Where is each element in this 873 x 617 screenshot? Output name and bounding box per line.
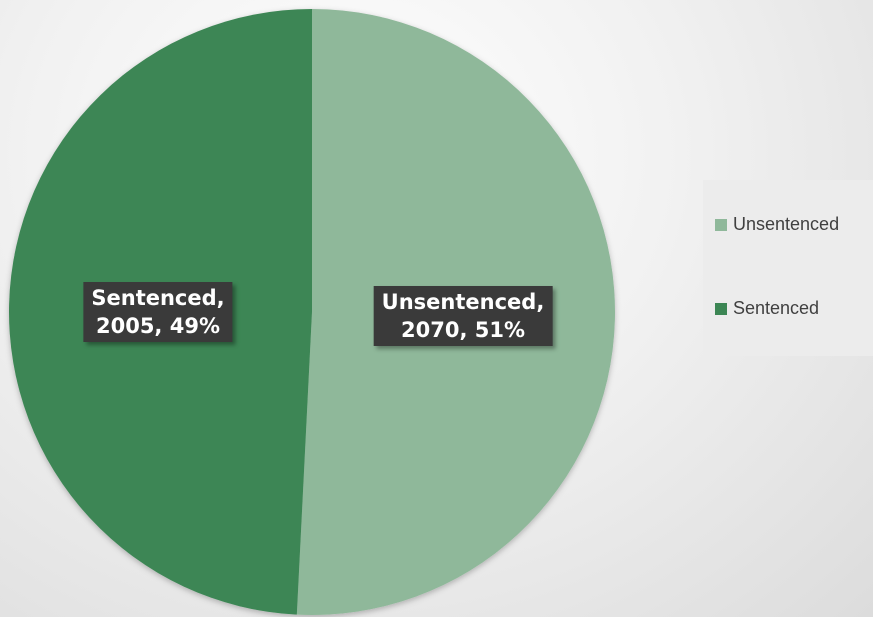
legend-swatch-unsentenced: [715, 218, 727, 231]
legend-item-sentenced: Sentenced: [715, 298, 819, 319]
data-label-unsentenced-line1: Unsentenced,: [381, 290, 545, 314]
data-label-unsentenced: Unsentenced, 2070, 51%: [373, 286, 553, 346]
data-label-sentenced-line2: 2005, 49%: [95, 314, 220, 338]
legend-label-unsentenced: Unsentenced: [733, 214, 840, 234]
legend-label-sentenced: Sentenced: [733, 298, 820, 318]
data-label-sentenced-line1: Sentenced,: [91, 286, 225, 310]
data-label-sentenced: Sentenced, 2005, 49%: [83, 282, 233, 342]
legend-swatch-sentenced: [715, 302, 727, 315]
legend-item-unsentenced: Unsentenced: [715, 214, 839, 235]
data-label-unsentenced-line2: 2070, 51%: [400, 318, 526, 342]
legend: Unsentenced Sentenced: [703, 180, 873, 356]
